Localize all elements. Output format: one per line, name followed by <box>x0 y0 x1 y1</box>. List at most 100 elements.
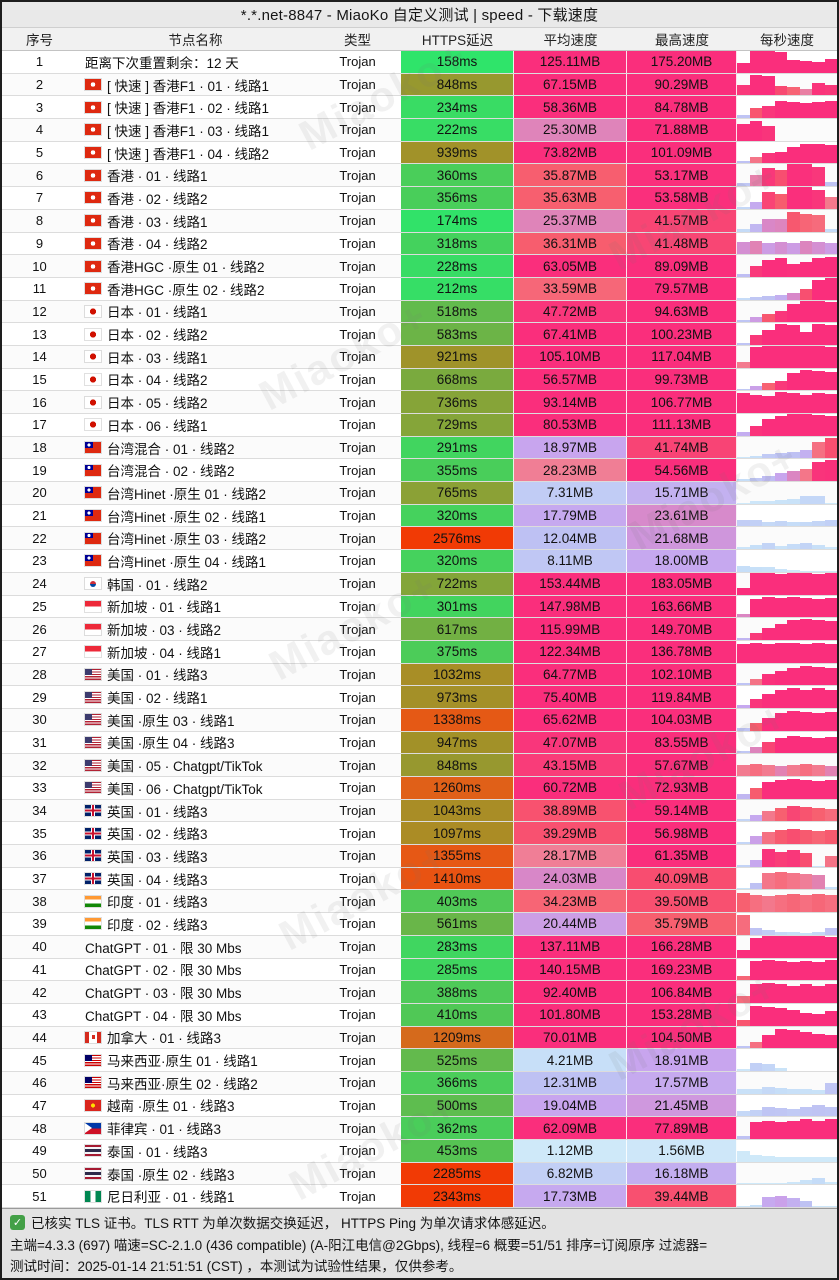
ca-flag-icon <box>85 1031 101 1043</box>
spark-bar <box>799 1200 812 1208</box>
node-name-cell: [ 快速 ] 香港F1 · 04 · 线路2 <box>77 142 314 164</box>
https-latency-cell: 234ms <box>401 96 514 119</box>
spark-bar <box>787 779 800 799</box>
per-second-speed-sparkline <box>737 51 837 73</box>
spark-bar <box>762 500 775 504</box>
node-name-cell: 香港 · 03 · 线路1 <box>77 210 314 232</box>
row-index: 9 <box>35 235 44 251</box>
node-name: 英国 · 01 · 线路3 <box>107 804 208 820</box>
spark-bar <box>749 74 762 96</box>
spark-bar <box>812 781 825 799</box>
node-name-cell: 马来西亚·原生 02 · 线路2 <box>77 1072 314 1094</box>
spark-bar <box>762 742 775 754</box>
spark-bar <box>762 191 775 209</box>
spark-bar <box>774 851 787 867</box>
https-latency-cell: 2343ms <box>401 1185 514 1208</box>
node-type: Trojan <box>339 394 376 410</box>
node-type: Trojan <box>339 1007 376 1023</box>
per-second-speed-sparkline <box>737 414 837 436</box>
spark-bar <box>749 572 762 595</box>
spark-bar <box>737 864 750 867</box>
node-type: Trojan <box>339 757 376 773</box>
spark-bar <box>799 213 812 232</box>
avg-speed-cell: 17.73MB <box>514 1185 627 1208</box>
hk-flag-icon <box>85 215 101 227</box>
row-index: 7 <box>35 190 44 206</box>
https-latency-cell: 285ms <box>401 958 514 981</box>
spark-bar <box>812 573 825 595</box>
spark-bar <box>824 371 837 391</box>
spark-bar <box>824 243 837 255</box>
spark-bar <box>812 688 825 708</box>
max-speed-cell: 104.50MB <box>627 1026 737 1049</box>
spark-bar <box>762 765 775 776</box>
node-name: 日本 · 02 · 线路2 <box>107 328 208 344</box>
spark-bar <box>737 502 750 504</box>
spark-bar <box>749 928 762 935</box>
node-name: 香港 · 04 · 线路2 <box>107 237 208 253</box>
node-type: Trojan <box>339 462 376 478</box>
max-speed-cell: 79.57MB <box>627 277 737 300</box>
node-name-cell: 泰国 ·原生 02 · 线路3 <box>77 1163 314 1185</box>
spark-bar <box>824 928 837 935</box>
avg-speed-cell: 67.15MB <box>514 73 627 96</box>
spark-bar <box>749 394 762 413</box>
https-latency-cell: 848ms <box>401 73 514 96</box>
spark-bar <box>749 223 762 232</box>
per-second-speed-cell <box>737 96 837 119</box>
us-flag-icon <box>85 736 101 748</box>
spark-bar <box>774 1008 787 1026</box>
per-second-speed-cell <box>737 686 837 708</box>
spark-bar <box>774 872 787 890</box>
spark-bar <box>824 228 837 232</box>
spark-bar <box>737 751 750 754</box>
node-type: Trojan <box>339 780 376 796</box>
avg-speed-cell: 12.31MB <box>514 1071 627 1094</box>
node-name-cell: 日本 · 05 · 线路2 <box>77 391 314 413</box>
node-type: Trojan <box>339 984 376 1000</box>
max-speed-cell: 18.91MB <box>627 1049 737 1071</box>
avg-speed-cell: 58.36MB <box>514 96 627 119</box>
spark-bar <box>799 807 812 822</box>
spark-bar <box>737 124 750 141</box>
per-second-speed-sparkline <box>737 74 837 96</box>
table-row: 40 ChatGPT · 01 · 限 30 Mbs Trojan 283ms 137.… <box>2 935 837 959</box>
node-type: Trojan <box>339 122 376 138</box>
spark-bar <box>737 892 750 913</box>
table-row: 15 日本 · 04 · 线路2 Trojan 668ms 56.57MB 99.73MB <box>2 368 837 392</box>
spark-bar <box>824 936 837 958</box>
spark-bar <box>749 984 762 1003</box>
spark-bar <box>799 570 812 572</box>
per-second-speed-cell <box>737 754 837 776</box>
https-latency-cell: 362ms <box>401 1117 514 1139</box>
spark-bar <box>749 175 762 187</box>
spark-bar <box>762 693 775 708</box>
spark-bar <box>749 240 762 255</box>
node-name: 台湾Hinet ·原生 04 · 线路1 <box>107 554 267 570</box>
avg-speed-cell: 19.04MB <box>514 1094 627 1117</box>
spark-bar <box>799 241 812 255</box>
spark-bar <box>737 1110 750 1117</box>
per-second-speed-cell <box>737 1004 837 1026</box>
spark-bar <box>774 1121 787 1139</box>
spark-bar <box>762 930 775 935</box>
spark-bar <box>812 808 825 822</box>
per-second-speed-sparkline <box>737 119 837 141</box>
spark-bar <box>749 156 762 164</box>
node-type: Trojan <box>339 734 376 750</box>
per-second-speed-sparkline <box>737 686 837 708</box>
max-speed-cell: 100.23MB <box>627 323 737 345</box>
https-latency-cell: 291ms <box>401 436 514 459</box>
spark-bar <box>812 415 825 436</box>
spark-bar <box>787 873 800 890</box>
per-second-speed-sparkline <box>737 664 837 686</box>
spark-bar <box>787 1181 800 1185</box>
spark-bar <box>812 985 825 1003</box>
per-second-speed-cell <box>737 119 837 141</box>
spark-bar <box>787 293 800 300</box>
spark-bar <box>824 809 837 822</box>
avg-speed-cell: 35.87MB <box>514 164 627 187</box>
per-second-speed-cell <box>737 1185 837 1208</box>
table-row: 6 香港 · 01 · 线路1 Trojan 360ms 35.87MB 53.17MB <box>2 164 837 188</box>
https-latency-cell: 1097ms <box>401 822 514 845</box>
